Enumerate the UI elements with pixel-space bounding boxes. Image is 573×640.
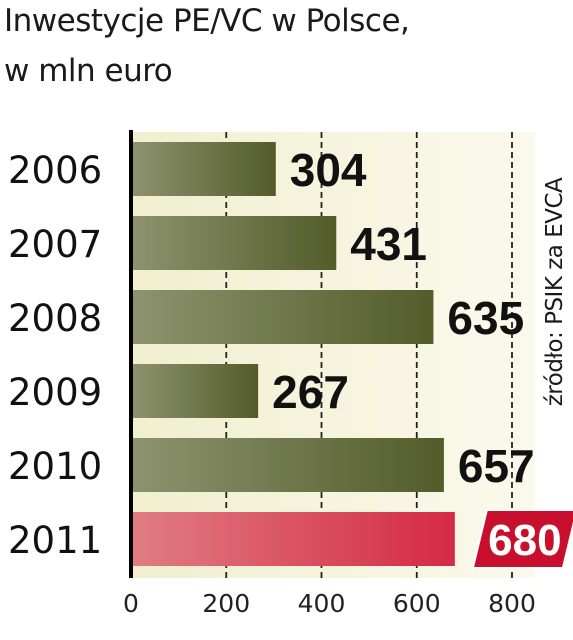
value-label-2008: 635 bbox=[447, 292, 524, 344]
x-tick-label-600: 600 bbox=[393, 589, 441, 618]
highlight-label-badge bbox=[471, 509, 573, 569]
plot-background bbox=[131, 132, 535, 578]
category-label-2011: 2011 bbox=[8, 519, 102, 562]
bar-2006 bbox=[131, 142, 276, 196]
value-label-2011: 680 bbox=[488, 516, 561, 565]
value-label-2007: 431 bbox=[350, 218, 427, 270]
value-label-2010: 657 bbox=[458, 440, 535, 492]
bar-2007 bbox=[131, 216, 337, 270]
value-label-2009: 267 bbox=[272, 366, 349, 418]
x-tick-label-400: 400 bbox=[298, 589, 346, 618]
category-label-2010: 2010 bbox=[8, 445, 102, 488]
chart-subtitle: w mln euro bbox=[4, 53, 173, 89]
category-label-2008: 2008 bbox=[8, 297, 102, 340]
x-tick-label-800: 800 bbox=[488, 589, 536, 618]
category-label-2009: 2009 bbox=[8, 371, 102, 414]
bar-2009 bbox=[131, 364, 259, 418]
category-label-2007: 2007 bbox=[8, 223, 102, 266]
chart-title: Inwestycje PE/VC w Polsce, bbox=[4, 3, 410, 39]
value-label-2006: 304 bbox=[290, 144, 367, 196]
x-tick-label-0: 0 bbox=[123, 589, 139, 618]
bar-2011 bbox=[131, 512, 455, 566]
bar-2010 bbox=[131, 438, 444, 492]
x-tick-label-200: 200 bbox=[202, 589, 250, 618]
bar-2008 bbox=[131, 290, 434, 344]
category-label-2006: 2006 bbox=[8, 149, 102, 192]
